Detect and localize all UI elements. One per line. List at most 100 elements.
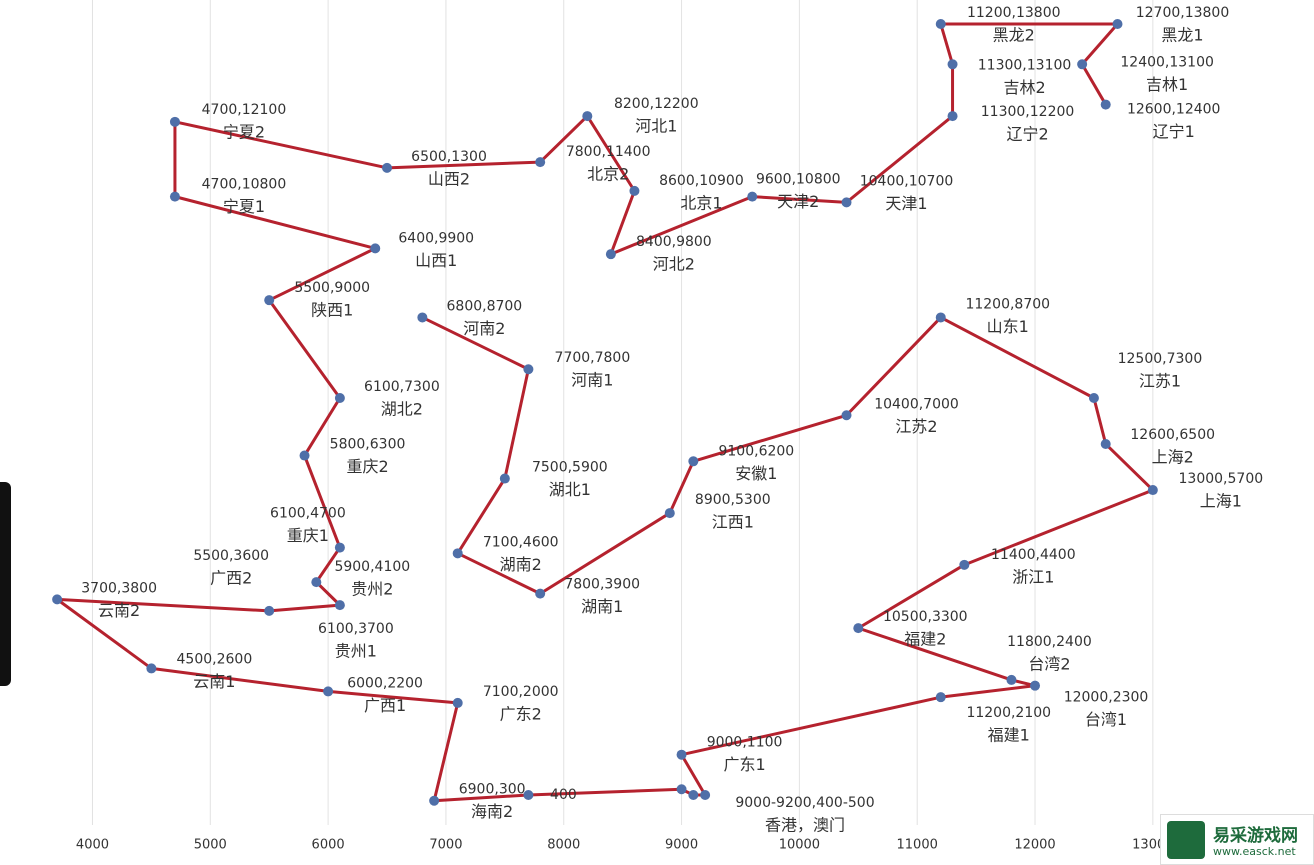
- point-name: 上海1: [1200, 492, 1242, 511]
- point-name: 北京2: [587, 165, 629, 184]
- point: [452, 548, 463, 559]
- point: [605, 249, 616, 260]
- point-label: 6100,7300: [364, 379, 440, 395]
- x-tick-label: 5000: [194, 838, 227, 853]
- point-name: 江西1: [712, 513, 754, 532]
- point: [1100, 99, 1111, 110]
- annotation-coords: 9000-9200,400-500: [735, 795, 874, 811]
- point-label: 6000,2200: [347, 675, 423, 691]
- point: [523, 789, 534, 800]
- point-name: 安徽1: [735, 464, 777, 483]
- point-label: 400: [550, 787, 577, 803]
- point-label: 6400,9900: [398, 230, 474, 246]
- point: [935, 19, 946, 30]
- point-label: 12600,12400: [1127, 102, 1221, 118]
- watermark-url: www.easck.net: [1213, 845, 1296, 858]
- point-label: 6100,3700: [318, 621, 394, 637]
- point-label: 7800,3900: [564, 577, 640, 593]
- point: [499, 473, 510, 484]
- point: [700, 789, 711, 800]
- point-name: 福建1: [988, 726, 1030, 745]
- point: [959, 559, 970, 570]
- point: [841, 410, 852, 421]
- point: [947, 111, 958, 122]
- point-name: 上海2: [1152, 448, 1194, 467]
- point-name: 辽宁2: [1006, 125, 1048, 144]
- point-label: 6900,300: [459, 782, 526, 798]
- point-name: 江苏2: [895, 417, 937, 436]
- x-tick-label: 10000: [779, 838, 820, 853]
- connect-line: [55, 22, 1155, 803]
- point-label: 9600,10800: [756, 172, 841, 188]
- point: [264, 295, 275, 306]
- point: [629, 185, 640, 196]
- point-label: 4700,12100: [202, 102, 287, 118]
- point-name: 湖南1: [581, 597, 623, 616]
- point: [370, 243, 381, 254]
- point-name: 台湾1: [1085, 710, 1127, 729]
- point-label: 12400,13100: [1120, 54, 1214, 70]
- point-label: 12700,13800: [1136, 5, 1230, 21]
- point-name: 河南2: [463, 319, 505, 338]
- point-name: 重庆2: [346, 457, 388, 476]
- point: [676, 749, 687, 760]
- point: [1077, 59, 1088, 70]
- point-name: 黑龙1: [1161, 26, 1203, 45]
- point-name: 浙江1: [1012, 567, 1054, 586]
- point-label: 8200,12200: [614, 96, 699, 112]
- point: [535, 157, 546, 168]
- point: [1147, 485, 1158, 496]
- point: [334, 392, 345, 403]
- point-label: 11200,2100: [966, 705, 1051, 721]
- point: [264, 605, 275, 616]
- point-label: 5500,3600: [193, 548, 269, 564]
- point-name: 黑龙2: [993, 26, 1035, 45]
- point-label: 10400,7000: [874, 396, 959, 412]
- point-name: 河北1: [635, 117, 677, 136]
- x-tick-label: 4000: [76, 838, 109, 853]
- point-name: 山东1: [987, 317, 1029, 336]
- point-name: 河南1: [571, 371, 613, 390]
- point-name: 湖南2: [500, 555, 542, 574]
- point-label: 9000,1100: [707, 735, 783, 751]
- point-name: 北京1: [680, 193, 722, 212]
- point-label: 7800,11400: [566, 144, 651, 160]
- point-label: 5900,4100: [334, 559, 410, 575]
- point-name: 台湾2: [1028, 654, 1070, 673]
- point: [1088, 392, 1099, 403]
- point-name: 贵州2: [351, 580, 393, 599]
- point-label: 9100,6200: [718, 443, 794, 459]
- point-name: 云南2: [98, 601, 140, 620]
- point: [334, 600, 345, 611]
- point: [311, 577, 322, 588]
- point-label: 7100,4600: [483, 534, 559, 550]
- point-label: 11200,8700: [965, 296, 1050, 312]
- point-label: 6500,1300: [411, 149, 487, 165]
- point: [146, 663, 157, 674]
- point-name: 海南2: [471, 802, 513, 821]
- x-tick-label: 12000: [1014, 838, 1055, 853]
- point: [582, 111, 593, 122]
- watermark-icon: [1167, 821, 1205, 859]
- point: [688, 789, 699, 800]
- point-name: 吉林1: [1146, 75, 1188, 94]
- point: [323, 686, 334, 697]
- point-label: 8600,10900: [659, 173, 744, 189]
- point: [334, 542, 345, 553]
- point: [935, 692, 946, 703]
- x-tick-label: 8000: [547, 838, 580, 853]
- point-name: 广西2: [210, 568, 252, 587]
- point-name: 广西1: [364, 696, 406, 715]
- point-name: 宁夏1: [223, 197, 265, 216]
- point-label: 6800,8700: [447, 298, 523, 314]
- point-label: 11400,4400: [991, 547, 1076, 563]
- point: [523, 364, 534, 375]
- annotation-name: 香港，澳门: [765, 816, 845, 835]
- x-tick-label: 7000: [429, 838, 462, 853]
- x-tick-label: 6000: [312, 838, 345, 853]
- point-label: 4700,10800: [202, 177, 287, 193]
- point-name: 辽宁1: [1153, 122, 1195, 141]
- point-label: 7100,2000: [483, 684, 559, 700]
- point-label: 12600,6500: [1130, 427, 1215, 443]
